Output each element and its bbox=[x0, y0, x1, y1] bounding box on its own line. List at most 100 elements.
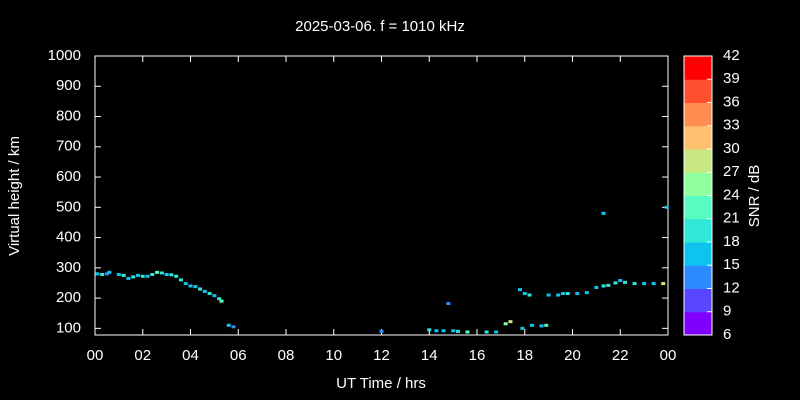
x-axis-label: UT Time / hrs bbox=[336, 375, 426, 392]
data-point bbox=[121, 273, 126, 277]
x-tick-label: 20 bbox=[564, 347, 581, 364]
y-tick-label: 400 bbox=[56, 229, 81, 246]
data-point bbox=[164, 272, 169, 276]
colorbar-tick-label: 33 bbox=[723, 117, 740, 134]
y-tick-label: 200 bbox=[56, 289, 81, 306]
colorbar-tick-label: 6 bbox=[723, 326, 731, 343]
data-point bbox=[632, 282, 637, 286]
data-point bbox=[517, 288, 522, 292]
data-point bbox=[140, 274, 145, 278]
data-point bbox=[455, 329, 460, 333]
colorbar-tick-label: 30 bbox=[723, 140, 740, 157]
y-tick-label: 700 bbox=[56, 138, 81, 155]
data-point bbox=[494, 330, 499, 334]
y-tick-label: 900 bbox=[56, 77, 81, 94]
x-tick-label: 02 bbox=[134, 347, 151, 364]
data-point bbox=[623, 280, 628, 284]
colorbar-band bbox=[684, 218, 712, 243]
data-point bbox=[126, 276, 131, 280]
colorbar-tick-label: 21 bbox=[723, 210, 740, 227]
data-point bbox=[539, 324, 544, 328]
data-point bbox=[135, 273, 140, 277]
data-point bbox=[606, 283, 611, 287]
data-point bbox=[661, 282, 666, 286]
x-tick-label: 04 bbox=[182, 347, 199, 364]
colorbar-band bbox=[684, 56, 712, 80]
data-point bbox=[193, 285, 198, 289]
y-tick-label: 1000 bbox=[48, 47, 81, 64]
colorbar-tick-label: 42 bbox=[723, 47, 740, 64]
colorbar-band bbox=[684, 288, 712, 313]
data-point bbox=[575, 292, 580, 296]
data-point bbox=[226, 323, 231, 327]
colorbar-label: SNR / dB bbox=[746, 165, 763, 228]
data-point bbox=[159, 271, 164, 275]
y-axis-label: Virtual height / km bbox=[6, 136, 23, 256]
colorbar-tick-label: 12 bbox=[723, 279, 740, 296]
colorbar-band bbox=[684, 172, 712, 196]
data-point bbox=[465, 330, 470, 334]
data-point bbox=[169, 273, 174, 277]
data-point bbox=[116, 272, 121, 276]
data-point bbox=[427, 328, 432, 332]
data-point bbox=[95, 272, 100, 276]
y-tick-label: 600 bbox=[56, 168, 81, 185]
data-point bbox=[202, 289, 207, 293]
data-point bbox=[441, 329, 446, 333]
data-point bbox=[613, 281, 618, 285]
colorbar-tick-label: 27 bbox=[723, 163, 740, 180]
x-tick-label: 08 bbox=[278, 347, 295, 364]
y-tick-label: 500 bbox=[56, 198, 81, 215]
data-point bbox=[379, 329, 384, 333]
data-point bbox=[107, 270, 112, 274]
colorbar-band bbox=[684, 265, 712, 289]
colorbar-band bbox=[684, 311, 712, 336]
data-point bbox=[446, 302, 451, 306]
data-point bbox=[207, 292, 212, 296]
data-point bbox=[434, 329, 439, 333]
data-point bbox=[219, 299, 224, 303]
y-tick-label: 800 bbox=[56, 107, 81, 124]
data-point bbox=[155, 270, 160, 274]
data-point bbox=[451, 329, 456, 333]
colorbar-band bbox=[684, 79, 712, 103]
data-point bbox=[508, 320, 513, 324]
plot-frame bbox=[94, 55, 669, 336]
data-point bbox=[529, 323, 534, 327]
x-tick-label: 06 bbox=[230, 347, 247, 364]
data-point bbox=[618, 279, 623, 283]
colorbar-tick-label: 39 bbox=[723, 70, 740, 87]
colorbar-band bbox=[684, 125, 712, 150]
data-point bbox=[584, 291, 589, 295]
data-point bbox=[565, 292, 570, 296]
data-point bbox=[560, 292, 565, 296]
data-point bbox=[522, 292, 527, 296]
data-point bbox=[664, 205, 669, 209]
colorbar-tick-label: 36 bbox=[723, 93, 740, 110]
data-point bbox=[178, 278, 183, 282]
x-tick-label: 00 bbox=[87, 347, 104, 364]
colorbar-band bbox=[684, 242, 712, 266]
data-point bbox=[594, 285, 599, 289]
data-point bbox=[174, 274, 179, 278]
data-point bbox=[104, 272, 109, 276]
data-point bbox=[642, 282, 647, 286]
data-point bbox=[651, 282, 656, 286]
x-tick-label: 16 bbox=[469, 347, 486, 364]
data-point bbox=[145, 274, 150, 278]
y-tick-label: 100 bbox=[56, 319, 81, 336]
data-point bbox=[100, 272, 105, 276]
data-point bbox=[212, 294, 217, 298]
data-point bbox=[601, 284, 606, 288]
data-point bbox=[231, 325, 236, 329]
data-point bbox=[217, 297, 222, 301]
colorbar-band bbox=[684, 195, 712, 220]
colorbar-tick-label: 18 bbox=[723, 233, 740, 250]
x-tick-label: 00 bbox=[660, 347, 677, 364]
data-point bbox=[544, 323, 549, 327]
data-point bbox=[520, 326, 525, 330]
data-point bbox=[131, 275, 136, 279]
colorbar-tick-label: 15 bbox=[723, 256, 740, 273]
